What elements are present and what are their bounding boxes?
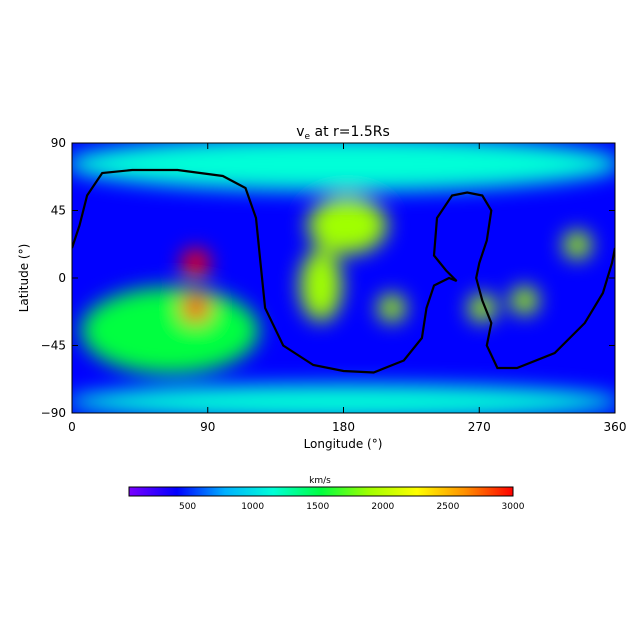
title-subscript: e: [305, 132, 311, 142]
axis-ticks: 0 90 180 270 360 90 45 0 −45 −90: [41, 136, 627, 434]
y-axis-label: Latitude (°): [17, 244, 31, 313]
y-tick-label: 45: [51, 204, 66, 218]
colorbar-tick-label: 1000: [241, 502, 264, 512]
heatmap-regions: [72, 143, 615, 413]
colorbar-tick-label: 500: [179, 502, 196, 512]
colorbar-unit-label: km/s: [309, 476, 331, 486]
region-right-blob: [563, 231, 592, 259]
x-tick-label: 0: [68, 420, 76, 434]
y-tick-label: −45: [41, 339, 66, 353]
x-tick-label: 90: [200, 420, 215, 434]
region-southwest-plateau: [81, 287, 259, 374]
colorbar-tick-label: 1500: [306, 502, 329, 512]
title-rest: at r=1.5Rs: [310, 124, 390, 140]
colorbar-tick-label: 3000: [502, 502, 525, 512]
region-central-blob: [307, 197, 388, 254]
y-tick-label: 90: [51, 136, 66, 150]
x-axis-label: Longitude (°): [304, 437, 383, 451]
colorbar: [128, 486, 514, 497]
colorbar-ticks: 500 1000 1500 2000 2500 3000: [179, 502, 525, 512]
neutral-line: [72, 168, 615, 374]
region-small-blob-210: [377, 294, 406, 322]
chart-title: ve at r=1.5Rs: [296, 124, 390, 142]
x-tick-label: 180: [332, 420, 355, 434]
region-left-mid-blob: [299, 249, 342, 322]
colorbar-tick-label: 2500: [436, 502, 459, 512]
colorbar-tick-label: 2000: [371, 502, 394, 512]
title-main: v: [296, 124, 304, 140]
region-south-polar-band: [72, 384, 615, 413]
region-small-blob-300: [510, 286, 539, 315]
region-peak-south: [181, 294, 210, 322]
x-tick-label: 360: [604, 420, 627, 434]
region-north-polar-band: [72, 143, 615, 191]
x-tick-label: 270: [468, 420, 491, 434]
y-tick-label: −90: [41, 406, 66, 420]
region-peak-north: [181, 249, 210, 277]
y-tick-label: 0: [58, 271, 66, 285]
heatmap: [72, 143, 615, 413]
